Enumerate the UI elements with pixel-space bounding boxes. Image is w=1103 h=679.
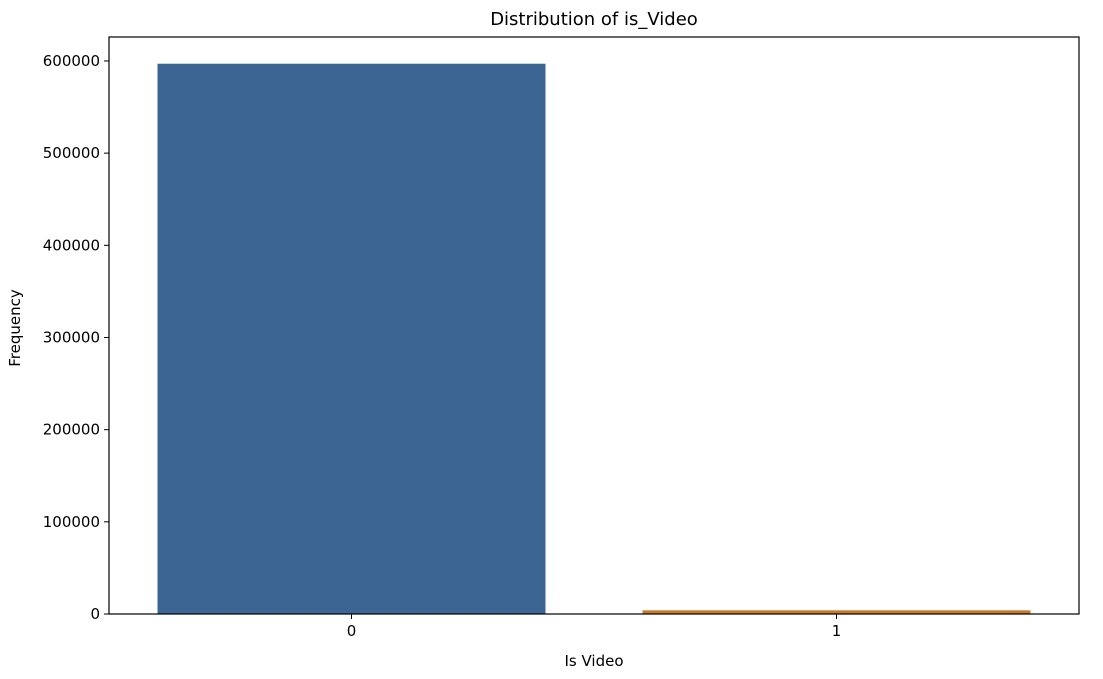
chart-title: Distribution of is_Video bbox=[490, 9, 698, 30]
y-axis-label: Frequency bbox=[6, 289, 24, 367]
y-tick-label: 200000 bbox=[43, 421, 100, 439]
x-tick-label: 0 bbox=[347, 622, 357, 640]
y-tick-label: 100000 bbox=[43, 513, 100, 531]
plot-frame bbox=[108, 36, 1080, 615]
bar-0 bbox=[157, 63, 546, 614]
x-axis-label: Is Video bbox=[564, 652, 623, 670]
y-tick-label: 400000 bbox=[43, 236, 100, 254]
y-tick-label: 500000 bbox=[43, 144, 100, 162]
y-tick-label: 300000 bbox=[43, 328, 100, 346]
x-tick-label: 1 bbox=[832, 622, 842, 640]
y-axis: 0 100000 200000 300000 400000 500000 600000 bbox=[43, 52, 109, 623]
y-tick-label: 0 bbox=[90, 605, 100, 623]
bar-1 bbox=[642, 610, 1031, 614]
y-tick-label: 600000 bbox=[43, 52, 100, 70]
bars-layer bbox=[157, 63, 1031, 614]
